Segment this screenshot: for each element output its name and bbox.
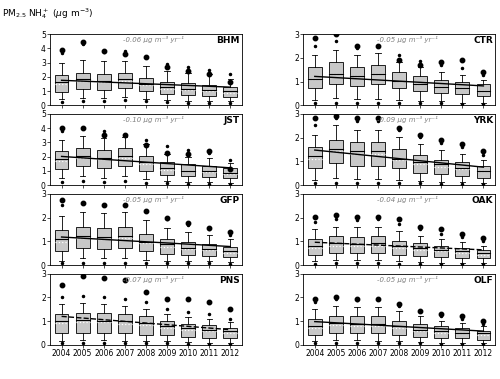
Bar bbox=[181, 164, 195, 176]
Bar bbox=[392, 72, 406, 88]
Bar bbox=[456, 248, 469, 258]
Bar bbox=[139, 234, 153, 251]
Bar bbox=[139, 155, 153, 171]
Text: GFP: GFP bbox=[220, 196, 240, 205]
Bar bbox=[97, 313, 110, 332]
Bar bbox=[414, 243, 427, 256]
Bar bbox=[76, 313, 90, 332]
Bar bbox=[371, 236, 385, 253]
Text: -0.05 μg m⁻³ yr⁻¹: -0.05 μg m⁻³ yr⁻¹ bbox=[124, 196, 184, 203]
Text: JST: JST bbox=[224, 116, 240, 125]
Text: -0.04 μg m⁻³ yr⁻¹: -0.04 μg m⁻³ yr⁻¹ bbox=[376, 196, 438, 203]
Bar bbox=[118, 73, 132, 88]
Bar bbox=[54, 230, 68, 251]
Bar bbox=[456, 82, 469, 94]
Text: -0.10 μg m⁻³ yr⁻¹: -0.10 μg m⁻³ yr⁻¹ bbox=[124, 116, 184, 123]
Text: -0.05 μg m⁻³ yr⁻¹: -0.05 μg m⁻³ yr⁻¹ bbox=[376, 36, 438, 43]
Bar bbox=[434, 246, 448, 257]
Bar bbox=[202, 244, 216, 256]
Bar bbox=[97, 74, 110, 90]
Bar bbox=[329, 316, 342, 332]
Bar bbox=[371, 142, 385, 166]
Bar bbox=[308, 67, 322, 88]
Bar bbox=[308, 240, 322, 255]
Bar bbox=[434, 160, 448, 174]
Bar bbox=[139, 78, 153, 91]
Bar bbox=[456, 328, 469, 338]
Bar bbox=[434, 326, 448, 338]
Bar bbox=[181, 83, 195, 95]
Bar bbox=[476, 331, 490, 340]
Bar bbox=[202, 166, 216, 177]
Bar bbox=[414, 77, 427, 91]
Bar bbox=[350, 142, 364, 166]
Bar bbox=[329, 236, 342, 253]
Bar bbox=[350, 67, 364, 86]
Text: -0.09 μg m⁻³ yr⁻¹: -0.09 μg m⁻³ yr⁻¹ bbox=[376, 116, 438, 123]
Bar bbox=[329, 139, 342, 163]
Bar bbox=[118, 148, 132, 166]
Text: BHM: BHM bbox=[216, 36, 240, 45]
Bar bbox=[371, 64, 385, 85]
Bar bbox=[414, 155, 427, 173]
Text: YRK: YRK bbox=[473, 116, 493, 125]
Text: OLF: OLF bbox=[474, 276, 493, 285]
Bar bbox=[392, 321, 406, 335]
Text: CTR: CTR bbox=[474, 36, 493, 45]
Text: PM$_{2.5}$ NH$_4^+$ ($\mu$g m$^{-3}$): PM$_{2.5}$ NH$_4^+$ ($\mu$g m$^{-3}$) bbox=[2, 6, 94, 20]
Bar bbox=[160, 321, 174, 335]
Bar bbox=[224, 87, 237, 97]
Bar bbox=[224, 328, 237, 338]
Bar bbox=[476, 85, 490, 96]
Bar bbox=[76, 149, 90, 166]
Text: -0.05 μg m⁻³ yr⁻¹: -0.05 μg m⁻³ yr⁻¹ bbox=[376, 276, 438, 283]
Bar bbox=[54, 151, 68, 169]
Bar bbox=[181, 324, 195, 337]
Bar bbox=[54, 313, 68, 332]
Bar bbox=[97, 150, 110, 168]
Text: -0.06 μg m⁻³ yr⁻¹: -0.06 μg m⁻³ yr⁻¹ bbox=[124, 36, 184, 43]
Bar bbox=[76, 73, 90, 89]
Bar bbox=[329, 62, 342, 83]
Bar bbox=[392, 241, 406, 255]
Bar bbox=[308, 319, 322, 335]
Bar bbox=[476, 250, 490, 258]
Text: PNS: PNS bbox=[219, 276, 240, 285]
Bar bbox=[350, 316, 364, 333]
Bar bbox=[202, 85, 216, 96]
Bar bbox=[160, 82, 174, 94]
Bar bbox=[350, 236, 364, 253]
Bar bbox=[476, 166, 490, 178]
Bar bbox=[456, 162, 469, 176]
Text: OAK: OAK bbox=[472, 196, 493, 205]
Bar bbox=[76, 227, 90, 248]
Bar bbox=[160, 162, 174, 175]
Bar bbox=[97, 227, 110, 249]
Bar bbox=[160, 240, 174, 254]
Bar bbox=[118, 227, 132, 248]
Bar bbox=[224, 168, 237, 179]
Bar bbox=[224, 246, 237, 257]
Bar bbox=[54, 75, 68, 92]
Bar bbox=[414, 324, 427, 337]
Bar bbox=[434, 80, 448, 93]
Text: -0.07 μg m⁻³ yr⁻¹: -0.07 μg m⁻³ yr⁻¹ bbox=[124, 276, 184, 283]
Bar bbox=[371, 316, 385, 333]
Bar bbox=[181, 242, 195, 255]
Bar bbox=[392, 149, 406, 168]
Bar bbox=[202, 326, 216, 338]
Bar bbox=[139, 316, 153, 335]
Bar bbox=[308, 147, 322, 168]
Bar bbox=[118, 313, 132, 332]
